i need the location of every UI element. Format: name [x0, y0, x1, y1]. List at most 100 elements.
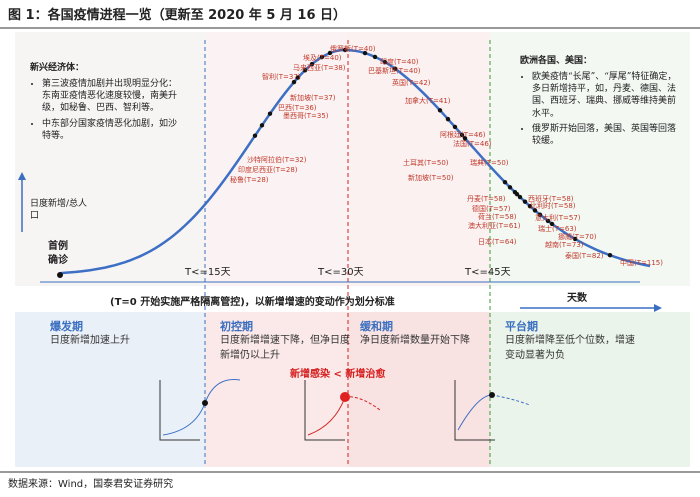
country-dot [295, 75, 301, 80]
caption: (T=0 开始实施严格隔离管控)，以新增增速的变动作为划分标准 [110, 297, 395, 308]
phase-name: 缓和期 [360, 320, 393, 333]
phase-bg [15, 312, 205, 467]
country-dot [362, 50, 368, 56]
country-label: 比利时(T=58) [530, 202, 576, 210]
country-dot [462, 136, 468, 141]
marker: T<=15天 [185, 267, 231, 278]
country-label: 瑞典(T=50) [470, 159, 509, 167]
country-label: 沙特阿拉伯(T=32) [247, 156, 307, 164]
bullet: 俄罗斯开始回落，美国、英国等回落较缓。 [532, 123, 680, 147]
country-label: 意大利(T=57) [535, 214, 581, 222]
country-dot [259, 123, 265, 128]
country-dot [445, 116, 451, 122]
title-bar [0, 0, 700, 28]
phase-desc: 日度新增增速下降，但净日度新增仍以上升 [220, 335, 350, 361]
country-dot [514, 191, 520, 197]
country-label: 土耳其(T=50) [403, 159, 449, 167]
country-label: 印度尼西亚(T=28) [238, 166, 298, 174]
country-dot [302, 68, 308, 73]
country-dot [527, 203, 533, 209]
phase-desc: 净日度新增数量开始下降 [360, 335, 470, 346]
country-label: 印度(T=40) [380, 58, 419, 66]
country-label: 埃及(T=40) [303, 54, 342, 62]
country-dot [459, 132, 465, 138]
country-dot [382, 59, 388, 65]
country-dot [607, 252, 613, 258]
country-dot [545, 218, 551, 224]
country-label: 法国(T=46) [453, 140, 492, 148]
country-dot [522, 199, 528, 204]
mini-charts [159, 378, 531, 441]
zone [205, 32, 348, 286]
country-label: 加拿大(T=41) [405, 97, 451, 105]
country-dot [537, 212, 543, 217]
zone [490, 32, 690, 286]
note-heading: 欧洲各国、美国： [520, 56, 593, 66]
note-heading: 新兴经济体： [30, 63, 85, 73]
country-dot [452, 124, 458, 130]
country-dot [502, 180, 508, 185]
arrowhead [654, 304, 662, 312]
country-dot [372, 54, 378, 60]
phase-name: 爆发期 [50, 320, 83, 333]
phase-name: 初控期 [220, 320, 253, 333]
country-dot [342, 47, 348, 53]
country-dot [291, 79, 297, 85]
country-dot [517, 194, 523, 200]
country-label: 越南(T=73) [545, 241, 584, 249]
phase-bg [490, 312, 690, 467]
country-label: 英国(T=42) [392, 79, 431, 87]
marker: T<=30天 [318, 267, 364, 278]
phase-name: 平台期 [505, 320, 538, 333]
country-label: 中国(T=115) [620, 259, 663, 267]
country-label: 新加坡(T=50) [408, 174, 454, 182]
country-label: 挪威(T=70) [558, 233, 597, 241]
phase-bg [205, 312, 348, 467]
country-label: 日本(T=64) [478, 238, 517, 246]
country-label: 德国(T=57) [472, 205, 511, 213]
country-label: 泰国(T=82) [565, 252, 604, 260]
phase-desc: 日度新增降至低个位数，增速变动显著为负 [505, 335, 635, 361]
country-dot [252, 133, 258, 138]
country-label: 阿根廷(T=46) [440, 131, 486, 139]
country-label: 丹麦(T=58) [467, 195, 506, 203]
bullet: 欧美疫情“长尾”、“厚尾”特征确定，多日新增持平，如，丹麦、德国、法国、西班牙、… [532, 71, 680, 120]
bullet: 中东部分国家疫情恶化加剧，如沙特等。 [42, 118, 180, 142]
country-dot [392, 66, 398, 71]
x-label: 天数 [567, 293, 587, 304]
phase-desc: 日度新增加速上升 [50, 335, 130, 346]
right-note: 欧洲各国、美国： 欧美疫情“长尾”、“厚尾”特征确定，多日新增持平，如，丹麦、德国… [520, 55, 680, 150]
country-dot [327, 50, 333, 56]
source: 数据来源：Wind，国泰君安证券研究 [8, 479, 174, 490]
country-label: 巴基斯坦(T=40) [368, 67, 421, 75]
title: 图 1：各国疫情进程一览（更新至 2020 年 5 月 16 日） [8, 8, 347, 23]
country-dot [507, 185, 513, 190]
country-dot [437, 108, 443, 113]
marker: T<=45天 [465, 267, 511, 278]
arrowhead [18, 172, 26, 180]
phase-bg [348, 312, 490, 467]
country-dot [267, 111, 273, 116]
country-label: 澳大利亚(T=61) [468, 222, 521, 230]
zone [15, 32, 205, 286]
country-label: 瑞士(T=63) [538, 225, 577, 233]
country-label: 秘鲁(T=28) [230, 176, 269, 184]
country-dot [549, 221, 555, 227]
country-label: 智利(T=37) [262, 73, 301, 81]
country-label: 马来西亚(T=38) [293, 64, 346, 72]
country-label: 西班牙(T=58) [528, 195, 574, 203]
turning-label: 新增感染 < 新增治愈 [290, 369, 386, 380]
country-label: 俄罗斯(T=40) [330, 45, 376, 53]
zone [348, 32, 490, 286]
first-case-dot [57, 272, 63, 278]
left-note: 新兴经济体： 第三波疫情加剧并出现明显分化：东南亚疫情恶化速度较慢，南美升级，如秘… [30, 62, 180, 145]
country-label: 巴西(T=36) [278, 104, 317, 112]
bullet: 第三波疫情加剧并出现明显分化：东南亚疫情恶化速度较慢，南美升级，如秘鲁、巴西、智… [42, 78, 180, 114]
country-dot [309, 61, 315, 67]
start-label: 首例确诊 [48, 241, 68, 266]
y-label: 日度新增/总人口 [30, 199, 88, 222]
country-dot [532, 208, 538, 213]
country-label: 荷兰(T=58) [478, 213, 517, 221]
